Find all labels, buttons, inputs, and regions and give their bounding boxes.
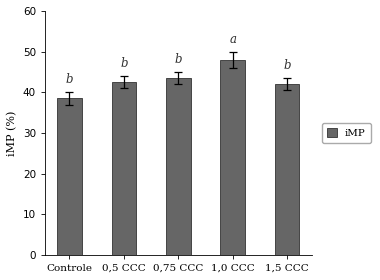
Legend: iMP: iMP (322, 123, 371, 143)
Bar (166, 78, 190, 255)
Bar (275, 84, 299, 255)
Text: b: b (66, 73, 73, 86)
Y-axis label: iMP (%): iMP (%) (7, 110, 17, 156)
Bar (57, 98, 82, 255)
Text: a: a (229, 32, 236, 46)
Bar (220, 60, 245, 255)
Bar (112, 82, 136, 255)
Text: b: b (120, 57, 128, 70)
Text: b: b (174, 53, 182, 66)
Text: b: b (283, 59, 291, 72)
